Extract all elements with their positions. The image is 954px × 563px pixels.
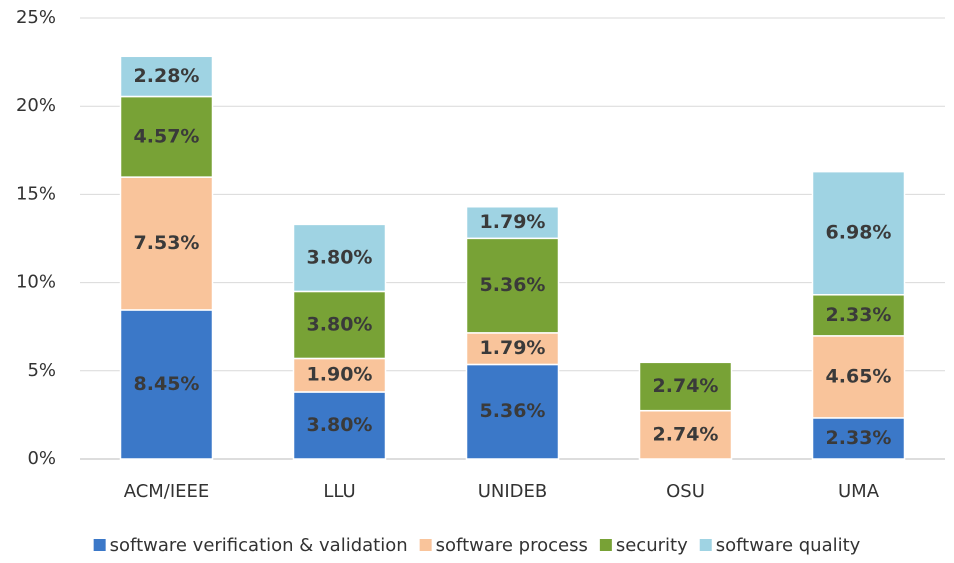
bar-segment	[465, 205, 560, 240]
value-label: 5.36%	[480, 274, 546, 296]
bar-segment	[292, 290, 387, 360]
value-label: 6.98%	[826, 222, 892, 244]
value-label: 2.28%	[134, 65, 200, 87]
x-tick-label: OSU	[666, 481, 705, 502]
y-tick-label: 10%	[16, 272, 56, 293]
bar-segment	[292, 391, 387, 460]
value-label: 4.65%	[826, 365, 892, 387]
value-label: 3.80%	[307, 246, 373, 268]
bar-segment	[119, 55, 214, 98]
value-label: 2.33%	[826, 427, 892, 449]
x-tick-label: LLU	[323, 481, 355, 502]
value-label: 8.45%	[134, 373, 200, 395]
value-label: 4.57%	[134, 125, 200, 147]
value-label: 1.79%	[480, 211, 546, 233]
legend-label: software verification & validation	[110, 535, 408, 556]
value-label: 5.36%	[480, 400, 546, 422]
bar-segment	[465, 237, 560, 334]
bar-segment	[292, 357, 387, 393]
bar-segment	[119, 309, 214, 460]
value-label: 1.79%	[480, 337, 546, 359]
bar-segment	[119, 95, 214, 178]
y-tick-label: 25%	[16, 7, 56, 28]
value-label: 3.80%	[307, 313, 373, 335]
legend-swatch	[599, 539, 612, 551]
x-tick-label: ACM/IEEE	[124, 481, 210, 502]
bar-segment	[638, 361, 733, 412]
legend-label: software process	[436, 535, 588, 556]
value-label: 1.90%	[307, 364, 373, 386]
value-label: 2.74%	[653, 423, 719, 445]
y-tick-label: 0%	[27, 448, 56, 469]
legend: software verification & validation softwa…	[93, 535, 861, 556]
value-label: 2.74%	[653, 375, 719, 397]
bar-segment	[811, 170, 906, 296]
bar-segment	[119, 176, 214, 311]
y-tick-label: 20%	[16, 95, 56, 116]
bar-segment	[811, 417, 906, 460]
legend-swatch	[419, 539, 432, 551]
legend-label: software quality	[716, 535, 861, 556]
legend-label: security	[616, 535, 688, 556]
legend-swatch	[699, 539, 712, 551]
bar-segment	[465, 363, 560, 460]
y-tick-label: 15%	[16, 183, 56, 204]
bar-segment	[638, 409, 733, 460]
x-tick-label: UMA	[838, 481, 880, 502]
y-tick-label: 5%	[27, 360, 56, 381]
bar-segment	[292, 223, 387, 293]
x-tick-label: UNIDEB	[478, 481, 548, 502]
value-label: 2.33%	[826, 304, 892, 326]
bar-segment	[465, 332, 560, 366]
legend-swatch	[93, 539, 106, 551]
value-label: 7.53%	[134, 232, 200, 254]
value-label: 3.80%	[307, 414, 373, 436]
bar-segment	[811, 335, 906, 419]
